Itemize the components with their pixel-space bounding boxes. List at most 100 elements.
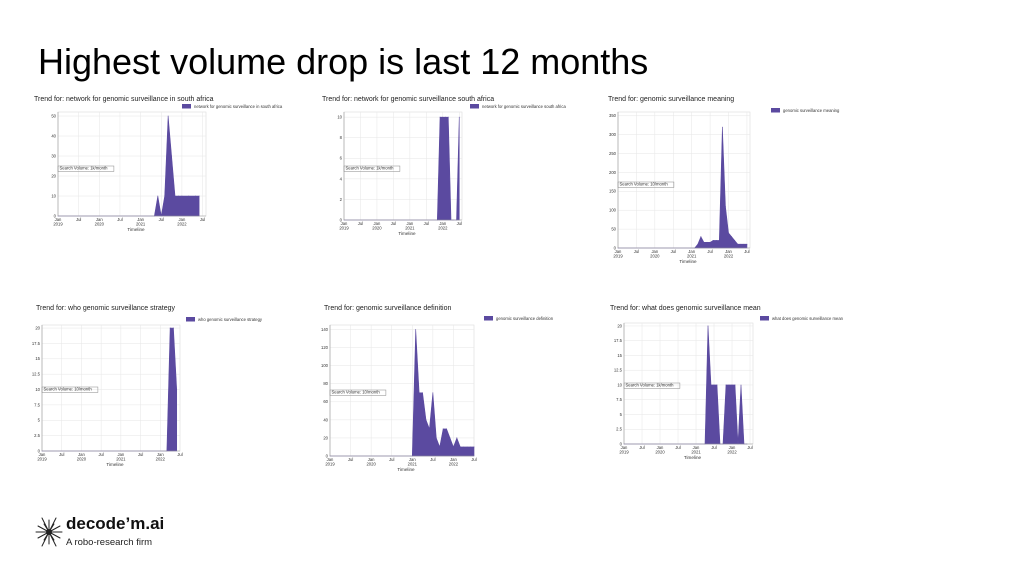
- data-point: [157, 195, 159, 197]
- x-tick-line: Jan: [439, 221, 446, 226]
- y-tick-label: 15: [35, 356, 40, 361]
- data-point: [473, 446, 475, 448]
- logo-mark-icon: [35, 517, 63, 547]
- data-point: [731, 236, 732, 238]
- data-point: [463, 446, 465, 448]
- x-tick-line: 2019: [325, 462, 335, 467]
- data-point: [718, 240, 720, 241]
- x-tick-label: Jul: [358, 221, 363, 226]
- data-point: [447, 116, 449, 118]
- y-tick-label: 20: [323, 435, 328, 440]
- x-tick-line: 2019: [619, 450, 629, 455]
- data-point: [167, 115, 169, 117]
- data-point: [721, 126, 723, 128]
- x-tick-line: Jan: [341, 221, 348, 226]
- x-tick-label: Jan 2020: [650, 249, 660, 259]
- data-point: [709, 241, 711, 243]
- x-tick-label: Jan 2022: [177, 217, 187, 227]
- x-tick-line: 2020: [372, 226, 382, 231]
- x-tick-line: Jul: [675, 445, 680, 450]
- data-point: [737, 243, 739, 245]
- x-tick-label: Jan 2019: [53, 217, 63, 227]
- x-tick-line: Jul: [747, 445, 752, 450]
- data-point: [734, 240, 736, 241]
- data-point: [432, 392, 434, 394]
- trend-chart-network-in-south-africa: Trend for: network for genomic surveilla…: [32, 94, 294, 242]
- x-tick-label: Jul: [177, 452, 182, 457]
- y-tick-label: 60: [323, 399, 328, 404]
- data-point: [171, 155, 172, 157]
- trend-chart-what-does-mean: Trend for: what does genomic surveillanc…: [608, 303, 870, 463]
- x-tick-label: Jan 2021: [405, 221, 415, 231]
- x-tick-label: Jan 2020: [77, 452, 87, 462]
- x-tick-label: Jan 2019: [613, 249, 623, 259]
- data-point: [422, 392, 423, 394]
- annotation-box: [617, 181, 675, 188]
- y-tick-label: 10: [51, 193, 56, 198]
- x-axis-title: Timeline: [127, 227, 145, 232]
- y-tick-label: 40: [51, 133, 56, 138]
- data-point: [743, 243, 745, 245]
- y-tick-label: 10: [35, 387, 40, 392]
- data-point: [728, 232, 729, 234]
- data-point: [456, 437, 458, 439]
- x-tick-line: Jan: [179, 217, 186, 222]
- y-tick-label: 2: [340, 197, 343, 202]
- x-tick-label: Jan 2021: [136, 217, 146, 227]
- annotation-box: [41, 386, 99, 393]
- y-tick-label: 10: [337, 115, 342, 120]
- x-axis-title: Timeline: [684, 455, 702, 460]
- x-tick-line: Jan: [725, 249, 732, 254]
- search-volume-annotation: Search Volume: 1k/month: [60, 166, 109, 171]
- x-tick-line: Jul: [430, 457, 435, 462]
- y-tick-label: 0: [620, 441, 623, 446]
- chart-svg: Trend for: genomic surveillance definiti…: [321, 305, 554, 472]
- data-point: [418, 392, 420, 394]
- data-point: [706, 241, 708, 243]
- y-tick-label: 120: [321, 345, 329, 350]
- data-point: [459, 446, 461, 448]
- y-tick-label: 30: [51, 153, 56, 158]
- x-tick-line: 2021: [405, 226, 415, 231]
- x-tick-line: 2019: [53, 222, 63, 227]
- legend-label: network for genomic surveillance in sout…: [194, 104, 283, 109]
- y-tick-label: 6: [340, 156, 343, 161]
- x-tick-line: Jul: [457, 221, 462, 226]
- x-tick-label: Jan 2020: [372, 221, 382, 231]
- x-tick-label: Jan 2021: [116, 452, 126, 462]
- chart-svg: Trend for: network for genomic surveilla…: [34, 96, 283, 232]
- x-tick-line: 2019: [339, 226, 349, 231]
- chart-title: Trend for: genomic surveillance meaning: [608, 96, 734, 103]
- area-series: [330, 329, 475, 457]
- logo-tagline: A robo-research firm: [66, 537, 153, 548]
- x-tick-line: Jul: [59, 452, 64, 457]
- x-axis-title: Timeline: [397, 467, 415, 472]
- legend-swatch: [186, 317, 195, 322]
- y-tick-label: 0: [54, 213, 57, 218]
- x-tick-label: Jan 2019: [325, 457, 335, 467]
- x-tick-line: Jan: [327, 457, 334, 462]
- data-point: [178, 195, 179, 197]
- data-point: [188, 195, 190, 197]
- data-point: [195, 195, 197, 197]
- x-tick-line: 2022: [727, 450, 737, 455]
- x-tick-label: Jul: [671, 249, 676, 254]
- x-tick-label: Jul: [348, 457, 353, 462]
- x-tick-line: Jul: [471, 457, 476, 462]
- plot-frame: [329, 324, 475, 457]
- x-tick-line: 2020: [77, 457, 87, 462]
- x-tick-label: Jul: [707, 249, 712, 254]
- chart-svg: Trend for: network for genomic surveilla…: [322, 96, 566, 236]
- data-point: [425, 419, 427, 421]
- x-tick-label: Jul: [711, 445, 716, 450]
- data-point: [439, 446, 441, 448]
- x-tick-label: Jul: [98, 452, 103, 457]
- data-point: [712, 240, 714, 241]
- chart-svg: Trend for: what does genomic surveillanc…: [610, 305, 844, 460]
- company-logo: decode’m.ai A robo-research firm: [34, 512, 184, 556]
- x-tick-line: Jan: [96, 217, 103, 222]
- data-point: [453, 446, 454, 448]
- y-tick-label: 100: [321, 363, 329, 368]
- x-tick-label: Jul: [744, 249, 749, 254]
- trend-chart-network-south-africa: Trend for: network for genomic surveilla…: [320, 94, 582, 242]
